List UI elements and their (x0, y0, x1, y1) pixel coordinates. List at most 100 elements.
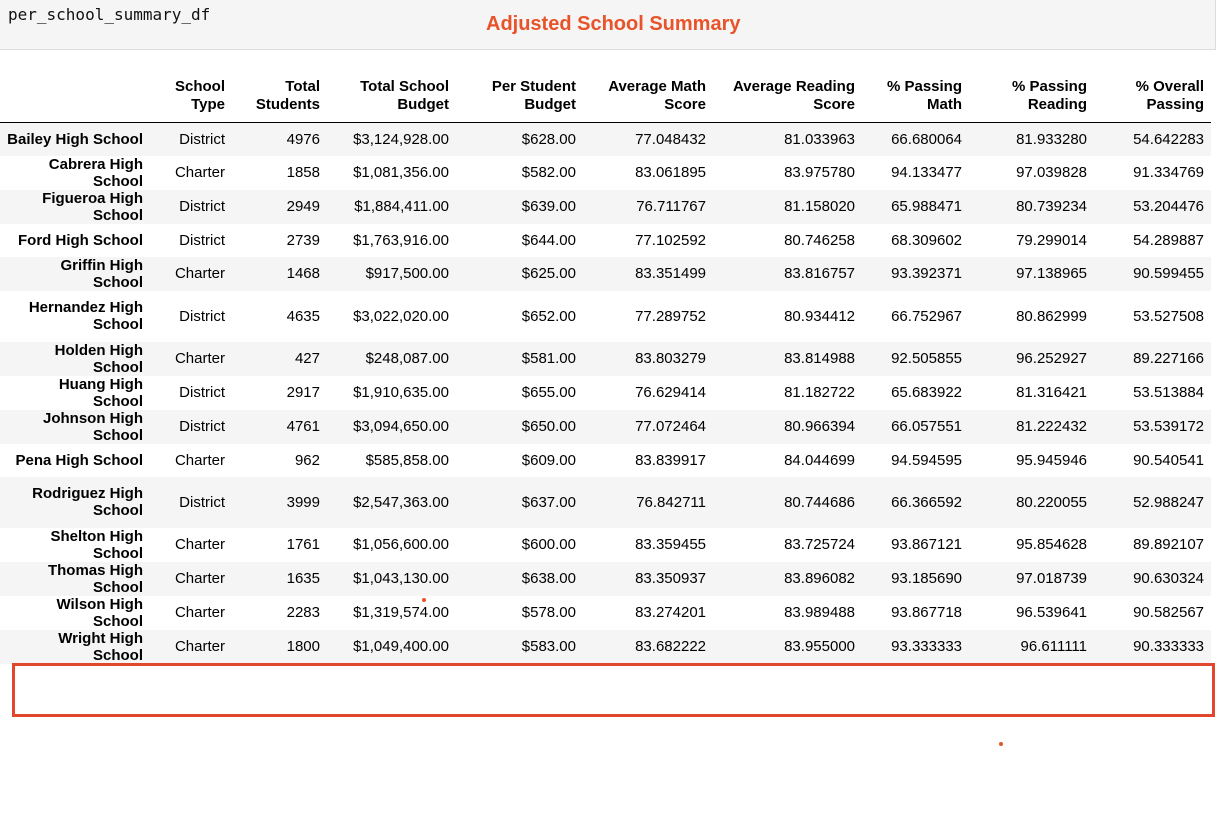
row-label: Figueroa High School (42, 189, 143, 224)
cell-passing-math: 93.867718 (891, 604, 962, 621)
cell-total-school-budget: $1,081,356.00 (353, 164, 449, 181)
cell-school-type: Charter (174, 265, 225, 282)
cell-total-students: 1858 (286, 164, 320, 181)
cell-total-school-budget: $1,056,600.00 (353, 536, 449, 553)
cell-school-type: District (179, 384, 225, 401)
cell-passing-reading: 96.611111 (1020, 638, 1087, 655)
row-label: Pena High School (15, 451, 143, 469)
cell-total-students: 2917 (286, 384, 320, 401)
cell-average-reading-score: 83.955000 (784, 638, 855, 655)
annotation-dot (999, 742, 1003, 746)
column-header-total-school-budget: Total School Budget (327, 78, 456, 123)
cell-average-reading-score: 80.934412 (784, 307, 855, 325)
table-row: Bailey High School District 4976 $3,124,928… (0, 122, 1211, 156)
column-header-per-student-budget: Per Student Budget (456, 78, 583, 123)
cell-passing-reading: 81.222432 (1016, 418, 1087, 435)
cell-total-school-budget: $248,087.00 (365, 350, 449, 367)
table-row: Thomas High School Charter 1635 $1,043,130.… (0, 561, 1211, 596)
row-label: Ford High School (18, 231, 143, 249)
cell-overall-passing: 53.539172 (1133, 418, 1204, 435)
cell-total-students: 962 (294, 451, 320, 469)
cell-per-student-budget: $600.00 (521, 536, 576, 553)
cell-average-math-score: 77.289752 (635, 307, 706, 325)
cell-overall-passing: 90.630324 (1133, 570, 1204, 587)
column-header-index (0, 78, 150, 123)
cell-overall-passing: 90.582567 (1133, 604, 1204, 621)
cell-average-math-score: 76.842711 (636, 493, 706, 511)
table-row: Johnson High School District 4761 $3,094,65… (0, 409, 1211, 444)
cell-school-type: District (179, 493, 225, 511)
cell-passing-reading: 80.739234 (1016, 198, 1087, 215)
cell-school-type: District (179, 307, 225, 325)
cell-passing-math: 66.366592 (891, 493, 962, 511)
cell-overall-passing: 90.540541 (1133, 451, 1204, 469)
cell-total-school-budget: $1,043,130.00 (353, 570, 449, 587)
cell-total-students: 4761 (286, 418, 320, 435)
cell-total-school-budget: $1,884,411.00 (354, 198, 449, 215)
cell-overall-passing: 53.513884 (1133, 384, 1204, 401)
cell-school-type: Charter (174, 350, 225, 367)
table-row: Ford High School District 2739 $1,763,916.0… (0, 223, 1211, 257)
cell-per-student-budget: $639.00 (521, 198, 576, 215)
cell-average-reading-score: 81.033963 (784, 130, 855, 148)
cell-passing-math: 93.392371 (891, 265, 962, 282)
cell-per-student-budget: $609.00 (521, 451, 576, 469)
cell-total-school-budget: $3,022,020.00 (353, 307, 449, 325)
cell-overall-passing: 53.527508 (1133, 307, 1204, 325)
cell-average-math-score: 83.274201 (635, 604, 706, 621)
table-header-row: School Type Total Students Total School Bu… (0, 78, 1211, 123)
cell-overall-passing: 52.988247 (1133, 493, 1204, 511)
row-label: Griffin High School (60, 256, 144, 291)
cell-per-student-budget: $581.00 (521, 350, 576, 367)
column-header-overall-passing: % Overall Passing (1094, 78, 1211, 123)
cell-average-math-score: 83.682222 (635, 638, 706, 655)
cell-average-math-score: 83.359455 (635, 536, 706, 553)
cell-total-school-budget: $1,319,574.00 (353, 604, 449, 621)
cell-total-students: 1761 (286, 536, 320, 553)
code-text[interactable]: per_school_summary_df (8, 5, 211, 24)
cell-total-students: 4635 (286, 307, 320, 325)
cell-average-reading-score: 83.975780 (784, 164, 855, 181)
cell-total-school-budget: $3,094,650.00 (353, 418, 449, 435)
code-cell[interactable]: per_school_summary_df (0, 0, 1216, 50)
cell-passing-math: 93.867121 (891, 536, 962, 553)
school-summary-table: School Type Total Students Total School Bu… (0, 78, 1211, 664)
cell-passing-reading: 81.316421 (1016, 384, 1087, 401)
cell-total-students: 427 (294, 350, 320, 367)
cell-total-students: 1635 (286, 570, 320, 587)
annotation-title: Adjusted School Summary (486, 13, 741, 35)
column-header-total-students: Total Students (232, 78, 327, 123)
highlight-box (12, 663, 1215, 717)
cell-passing-reading: 97.018739 (1016, 570, 1087, 587)
table-row: Griffin High School Charter 1468 $917,500.0… (0, 256, 1211, 291)
cell-passing-math: 66.680064 (891, 130, 962, 148)
cell-school-type: Charter (174, 451, 225, 469)
cell-school-type: District (179, 418, 225, 435)
cell-average-reading-score: 81.158020 (784, 198, 855, 215)
cell-per-student-budget: $644.00 (521, 231, 576, 249)
cell-school-type: District (179, 231, 225, 249)
cell-average-math-score: 77.072464 (635, 418, 706, 435)
cell-average-math-score: 83.351499 (635, 265, 706, 282)
cell-passing-math: 93.185690 (891, 570, 962, 587)
annotation-dot (422, 598, 426, 602)
column-header-school-type: School Type (150, 78, 232, 123)
table-row: Huang High School District 2917 $1,910,635.… (0, 375, 1211, 410)
cell-per-student-budget: $637.00 (521, 493, 576, 511)
cell-total-school-budget: $1,763,916.00 (353, 231, 449, 249)
cell-school-type: Charter (174, 570, 225, 587)
row-label: Huang High School (58, 375, 143, 410)
column-header-average-math-score: Average Math Score (583, 78, 713, 123)
cell-total-school-budget: $1,049,400.00 (353, 638, 449, 655)
cell-average-math-score: 76.711767 (636, 198, 706, 215)
cell-per-student-budget: $628.00 (521, 130, 576, 148)
cell-total-school-budget: $917,500.00 (365, 265, 449, 282)
row-label: Hernandez High School (28, 299, 143, 333)
cell-overall-passing: 54.289887 (1133, 231, 1204, 249)
table-row: Wright High School Charter 1800 $1,049,400.… (0, 629, 1211, 664)
row-label: Cabrera High School (48, 155, 143, 190)
table-row: Shelton High School Charter 1761 $1,056,600… (0, 527, 1211, 562)
cell-overall-passing: 54.642283 (1133, 130, 1204, 148)
cell-passing-reading: 97.039828 (1016, 164, 1087, 181)
cell-school-type: District (179, 130, 225, 148)
